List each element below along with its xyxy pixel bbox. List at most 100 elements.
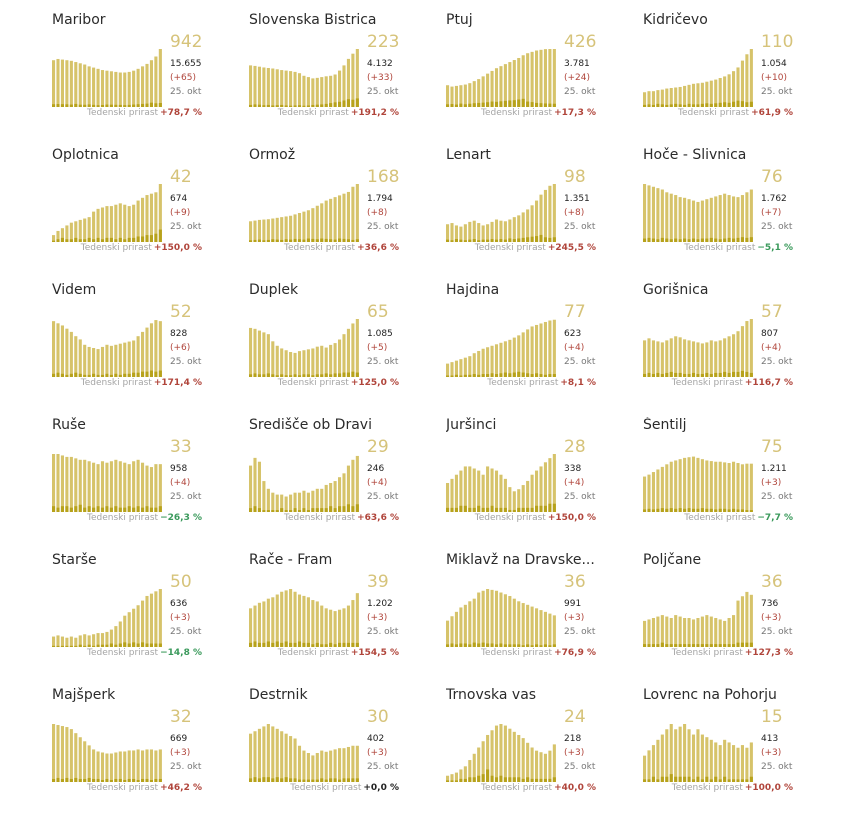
weekly-growth-label: Tedenski prirast [474,513,546,523]
active-cases-bar [271,597,275,647]
weekly-growth: Tedenski prirast −5,1 % [643,242,793,254]
daily-cases-bar [665,372,669,377]
active-cases-bar [530,205,534,242]
active-cases-bar [100,70,105,107]
date-label: 25. okt [761,87,793,97]
daily-cases-bar [289,239,293,242]
active-cases-bar [700,82,704,107]
daily-cases-bar [338,373,342,377]
active-cases-bar [342,334,346,377]
active-cases-bar [678,86,682,107]
daily-cases-bar [351,778,355,782]
daily-cases-bar [329,778,333,782]
active-cases-bar [687,457,691,512]
daily-cases-bar [105,778,109,782]
active-cases-bar [535,470,539,512]
daily-cases-bar [499,373,503,377]
active-cases-bar [136,68,140,107]
active-cases-bar [463,766,467,782]
active-cases-bar [521,332,525,377]
active-cases-bar [284,733,288,782]
weekly-growth-label: Tedenski prirast [474,243,546,253]
daily-cases-bar [141,507,145,512]
daily-cases-bar [302,374,306,377]
active-cases-bar [92,462,96,512]
new-cases-value: (+4) [170,478,191,488]
daily-cases-bar [745,102,749,107]
active-cases-bar [714,618,718,647]
daily-cases-bar [674,776,678,782]
active-cases-bar [683,457,687,512]
active-cases-bar [503,725,507,782]
active-cases-bar [60,59,64,107]
active-cases-bar [158,49,162,107]
active-cases-bar [118,621,122,647]
daily-cases-bar [100,507,105,512]
daily-cases-bar [329,374,333,377]
active-cases-bar [656,341,660,377]
daily-cases-bar [674,508,678,512]
region-name: Lenart [446,147,491,163]
sparkline-bars [52,724,162,782]
active-cases-bar [745,192,749,242]
daily-cases-bar [468,103,472,107]
daily-cases-bar [669,774,673,782]
daily-cases-bar [105,237,109,242]
active-cases-value: 39 [367,572,389,592]
active-cases-bar [154,320,158,377]
active-cases-bar [123,751,127,782]
daily-cases-bar [481,102,485,107]
daily-cases-bar [660,237,664,242]
total-cases-value: 1.351 [564,194,590,204]
daily-cases-bar [651,776,655,782]
daily-cases-bar [100,374,105,377]
active-cases-bar [266,724,270,782]
active-cases-bar [324,200,328,242]
daily-cases-bar [60,778,64,782]
active-cases-bar [683,197,687,242]
daily-cases-bar [114,778,118,782]
active-cases-bar [683,85,687,107]
active-cases-bar [92,211,96,242]
daily-cases-bar [158,778,162,782]
daily-cases-bar [74,777,78,782]
active-cases-bar [714,196,718,242]
weekly-growth: Tedenski prirast +116,7 % [643,377,793,389]
daily-cases-bar [141,103,145,107]
daily-cases-bar [145,235,149,242]
active-cases-bar [320,750,324,782]
region-card: Lovrenc na Pohorju 15 413 (+3) 25. okt Tedens… [643,680,840,815]
daily-cases-bar [333,239,337,242]
weekly-growth: Tedenski prirast +100,0 % [643,782,793,794]
active-cases-bar [257,330,261,377]
daily-cases-bar [324,644,328,647]
active-cases-bar [302,490,306,512]
region-card: Hoče - Slivnica 76 1.762 (+7) 25. okt Tedensk… [643,140,840,275]
daily-cases-bar [149,370,153,377]
weekly-growth-label: Tedenski prirast [481,648,553,658]
daily-cases-bar [145,371,149,377]
active-cases-bar [315,753,319,782]
active-cases-bar [477,470,481,512]
active-cases-bar [669,461,673,512]
daily-cases-bar [249,508,253,512]
daily-cases-bar [665,104,669,107]
active-cases-bar [123,615,127,647]
region-card: Majšperk 32 669 (+3) 25. okt Tedenski prirast… [52,680,249,815]
daily-cases-bar [463,240,467,242]
daily-cases-bar [543,644,547,647]
active-cases-bar [543,753,547,782]
active-cases-bar [311,78,315,107]
daily-cases-bar [732,101,736,107]
active-cases-bar [691,83,696,107]
daily-cases-bar [709,237,713,242]
daily-cases-bar [732,644,736,647]
daily-cases-bar [656,372,660,377]
daily-cases-bar [481,774,485,782]
active-cases-bar [749,742,753,782]
active-cases-bar [297,594,302,647]
active-cases-bar [253,220,257,242]
active-cases-bar [740,326,744,377]
region-name: Juršinci [446,417,497,433]
active-cases-value: 223 [367,32,400,52]
